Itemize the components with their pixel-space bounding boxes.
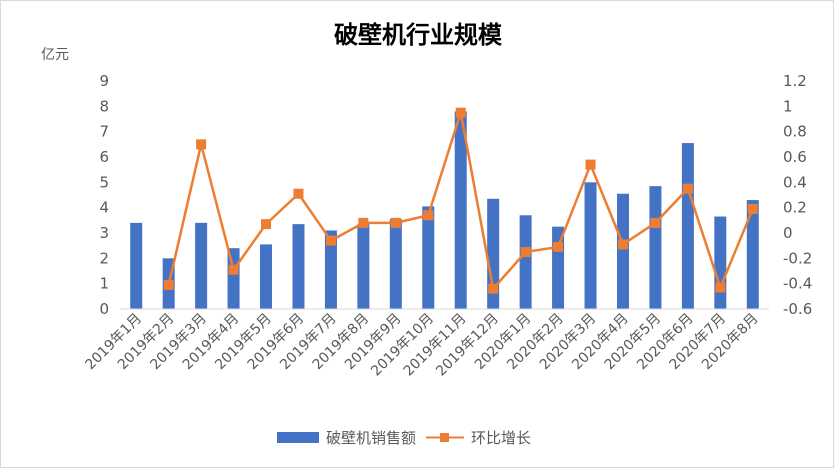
legend-bar-swatch xyxy=(277,432,319,443)
bar xyxy=(324,230,337,309)
left-tick-label: 7 xyxy=(99,123,109,141)
left-tick-label: 9 xyxy=(99,72,109,90)
left-tick-label: 5 xyxy=(99,173,109,191)
right-tick-label: -0.2 xyxy=(783,249,812,267)
bar xyxy=(616,193,629,309)
line-point xyxy=(585,159,596,170)
bar xyxy=(714,216,727,309)
bar xyxy=(584,182,597,309)
right-tick-label: 0.8 xyxy=(783,123,807,141)
line-point xyxy=(196,139,207,150)
line-point xyxy=(390,217,401,228)
left-tick-label: 8 xyxy=(99,97,109,115)
legend: 破壁机销售额 环比增长 xyxy=(277,429,531,447)
line-point xyxy=(358,217,369,228)
bar xyxy=(357,224,370,309)
bar xyxy=(260,244,273,309)
right-axis-ticks: -0.6 -0.4 -0.2 0 0.2 0.4 0.6 0.8 1 1.2 xyxy=(783,72,812,318)
line-point xyxy=(163,279,174,290)
right-tick-label: 0.2 xyxy=(783,199,807,217)
line-point xyxy=(488,283,499,294)
x-axis-ticks: 2019年1月2019年2月2019年3月2019年4月2019年5月2019年… xyxy=(82,311,761,380)
legend-line-label: 环比增长 xyxy=(471,429,531,447)
right-tick-label: 0 xyxy=(783,224,793,242)
left-axis-unit: 亿元 xyxy=(41,47,69,63)
line-point xyxy=(617,239,628,250)
left-tick-label: 4 xyxy=(99,199,109,217)
bar xyxy=(389,219,402,309)
line-point xyxy=(747,203,758,214)
bar xyxy=(746,200,759,309)
right-tick-label: -0.6 xyxy=(783,300,812,318)
line-point xyxy=(520,247,531,257)
line-point xyxy=(261,219,272,230)
right-tick-label: 0.6 xyxy=(783,148,807,166)
left-tick-label: 2 xyxy=(99,249,109,267)
bar xyxy=(681,143,694,309)
legend-bar-label: 破壁机销售额 xyxy=(326,429,416,447)
bar xyxy=(195,222,208,309)
right-tick-label: 0.4 xyxy=(783,173,807,191)
left-tick-label: 0 xyxy=(99,300,109,318)
bar xyxy=(292,224,305,309)
bar xyxy=(454,111,467,310)
line-point xyxy=(325,235,336,246)
line-point xyxy=(455,107,466,118)
bar xyxy=(422,206,435,309)
bar xyxy=(487,198,500,309)
legend-line-marker xyxy=(440,433,449,442)
line-point xyxy=(553,241,564,252)
left-tick-label: 3 xyxy=(99,224,109,242)
right-tick-label: -0.4 xyxy=(783,275,812,293)
bar-series xyxy=(130,111,759,310)
line-point xyxy=(715,282,726,293)
left-tick-label: 6 xyxy=(99,148,109,166)
right-tick-label: 1.2 xyxy=(783,72,807,90)
bar xyxy=(649,186,662,309)
left-axis-ticks: 0 1 2 3 4 5 6 7 8 9 xyxy=(99,72,109,318)
bar xyxy=(519,215,532,309)
line-point xyxy=(228,264,239,275)
line-point xyxy=(650,217,661,228)
right-tick-label: 1 xyxy=(783,97,793,115)
bar xyxy=(130,222,143,309)
line-point xyxy=(293,188,304,199)
left-tick-label: 1 xyxy=(99,275,109,293)
line-point xyxy=(682,183,693,194)
line-point xyxy=(423,210,434,221)
line-series xyxy=(163,107,758,294)
chart-title: 破壁机行业规模 xyxy=(334,21,503,49)
